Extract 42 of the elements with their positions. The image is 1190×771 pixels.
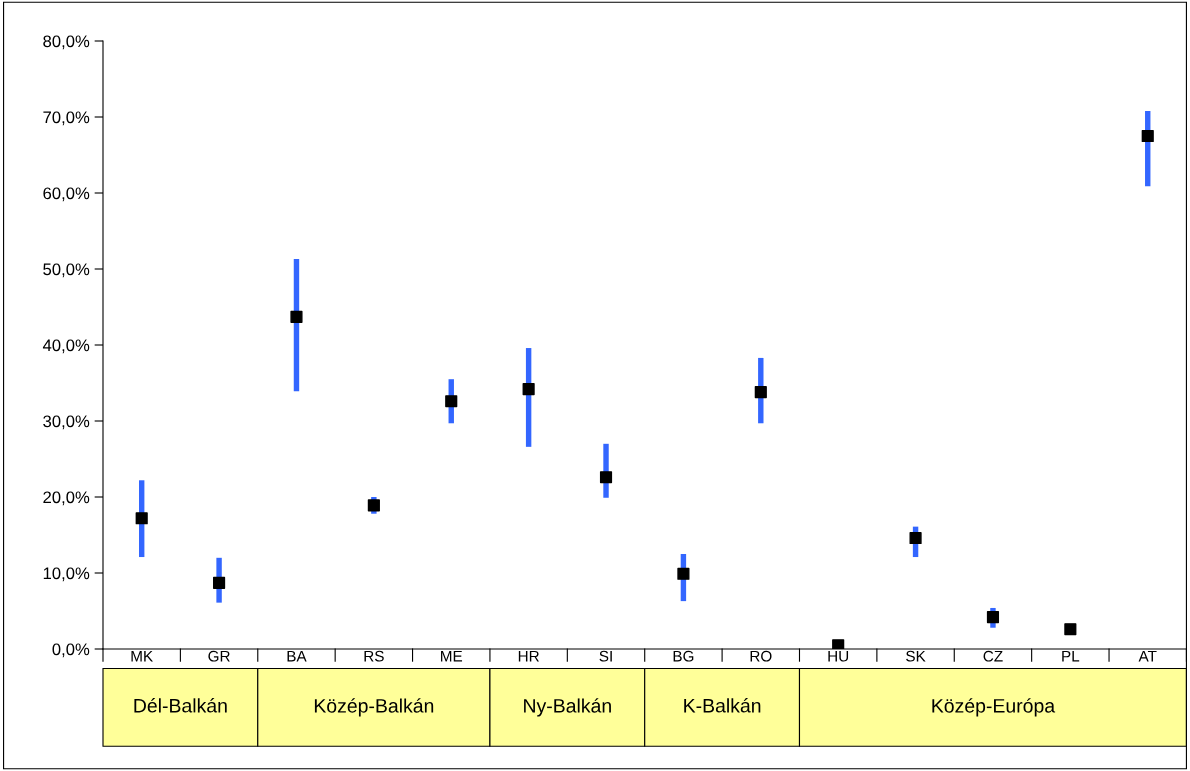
point	[522, 383, 535, 396]
x-tick-label: MK	[131, 650, 153, 662]
point	[367, 499, 380, 512]
text: Dél-Balkán	[134, 698, 227, 713]
point	[599, 471, 613, 484]
x-tick-label: HU	[828, 650, 849, 662]
y-tick-label: 30,0%	[43, 415, 90, 430]
x-tick-label: HR	[518, 650, 539, 662]
point	[290, 310, 303, 323]
text: Ny-Balkán	[524, 698, 611, 717]
y-tick-label: 60,0%	[43, 187, 90, 202]
x-tick-label: SI	[599, 650, 612, 662]
x-tick-label: SK	[906, 650, 926, 662]
point	[213, 576, 226, 589]
text: Közép-Balkán	[314, 698, 434, 717]
x-tick-label: BA	[287, 650, 307, 662]
point	[754, 386, 767, 399]
x-tick-label: GR	[208, 650, 230, 662]
point	[1141, 129, 1154, 143]
point	[986, 611, 1000, 624]
x-tick-label: RO	[750, 650, 772, 662]
y-tick-label: 20,0%	[43, 491, 90, 506]
y-tick-label: 80,0%	[43, 35, 90, 50]
point	[832, 639, 845, 649]
x-tick-label: CZ	[983, 650, 1003, 662]
x-tick-label: ME	[441, 650, 463, 662]
point	[445, 395, 458, 408]
text: K-Balkán	[684, 698, 761, 713]
y-tick-label: 10,0%	[43, 567, 90, 582]
y-tick-label: 50,0%	[43, 263, 90, 278]
point	[1064, 623, 1077, 636]
y-tick-label: 0,0%	[52, 643, 90, 658]
x-tick-label: BG	[673, 650, 694, 662]
point	[677, 567, 690, 580]
x-tick-label: RS	[364, 650, 384, 662]
point	[135, 512, 148, 525]
x-tick-label: AT	[1138, 650, 1157, 662]
x-tick-label: PL	[1062, 650, 1080, 662]
text: Közép-Európa	[932, 698, 1056, 717]
point	[909, 531, 922, 545]
y-tick-label: 40,0%	[42, 339, 90, 354]
y-tick-label: 70,0%	[43, 111, 90, 126]
